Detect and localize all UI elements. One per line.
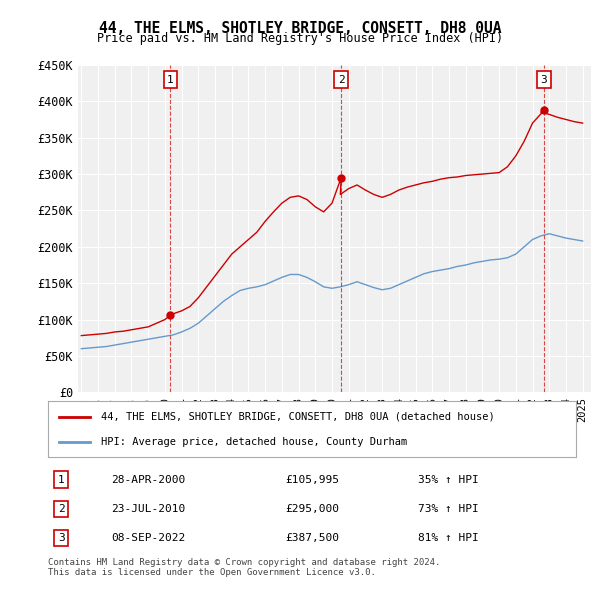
Text: 2: 2 <box>338 75 344 84</box>
Text: 3: 3 <box>541 75 547 84</box>
Text: 44, THE ELMS, SHOTLEY BRIDGE, CONSETT, DH8 0UA: 44, THE ELMS, SHOTLEY BRIDGE, CONSETT, D… <box>99 21 501 35</box>
Text: 2: 2 <box>58 504 65 514</box>
Text: Price paid vs. HM Land Registry's House Price Index (HPI): Price paid vs. HM Land Registry's House … <box>97 32 503 45</box>
Text: 35% ↑ HPI: 35% ↑ HPI <box>418 474 478 484</box>
Text: 08-SEP-2022: 08-SEP-2022 <box>112 533 185 543</box>
Text: HPI: Average price, detached house, County Durham: HPI: Average price, detached house, Coun… <box>101 437 407 447</box>
Text: 1: 1 <box>167 75 173 84</box>
Text: 1: 1 <box>58 474 65 484</box>
Text: Contains HM Land Registry data © Crown copyright and database right 2024.
This d: Contains HM Land Registry data © Crown c… <box>48 558 440 577</box>
Text: £387,500: £387,500 <box>286 533 340 543</box>
Text: 73% ↑ HPI: 73% ↑ HPI <box>418 504 478 514</box>
Text: 28-APR-2000: 28-APR-2000 <box>112 474 185 484</box>
Text: £105,995: £105,995 <box>286 474 340 484</box>
Text: 23-JUL-2010: 23-JUL-2010 <box>112 504 185 514</box>
Text: 3: 3 <box>58 533 65 543</box>
Text: £295,000: £295,000 <box>286 504 340 514</box>
Text: 44, THE ELMS, SHOTLEY BRIDGE, CONSETT, DH8 0UA (detached house): 44, THE ELMS, SHOTLEY BRIDGE, CONSETT, D… <box>101 412 494 422</box>
Text: 81% ↑ HPI: 81% ↑ HPI <box>418 533 478 543</box>
